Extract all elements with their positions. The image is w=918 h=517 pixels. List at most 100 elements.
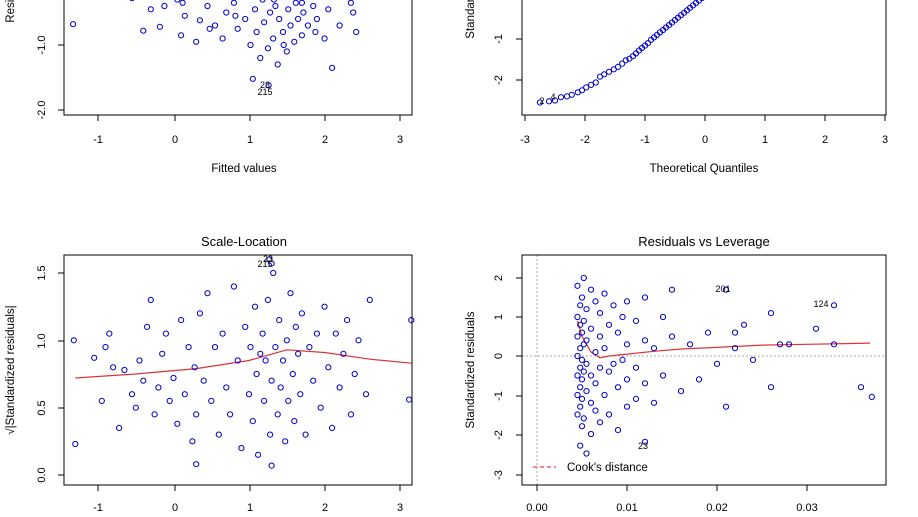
data-point [722,286,730,293]
y-tick-label: -3 [493,470,505,480]
data-point [614,63,622,71]
x-tick-label: -1 [640,134,650,146]
data-point [545,98,553,105]
plot-title: Scale-Location [201,234,287,249]
data-point [140,27,147,34]
data-point [196,17,203,24]
data-point [749,356,757,363]
data-point [298,0,305,6]
data-point [601,391,608,399]
data-point [659,372,667,379]
data-point [268,462,275,469]
data-point [70,337,77,344]
data-point [132,404,139,411]
data-point [568,91,575,98]
data-point [577,321,584,328]
data-point [574,282,581,289]
data-point [162,330,169,337]
data-point [578,423,586,430]
x-axis-label: Theoretical Quantiles [650,163,759,175]
data-point [279,28,287,36]
data-point [592,407,599,414]
data-point [282,438,289,445]
data-point [136,357,143,364]
data-point [659,313,667,321]
data-point [596,364,604,371]
x-tick-label: 0.00 [526,502,547,514]
data-point [249,75,256,82]
data-point [166,397,173,404]
x-tick-label: 1 [762,134,768,146]
data-point [776,341,784,348]
data-point [605,68,613,75]
data-point [204,290,211,297]
x-tick-label: 3 [397,502,403,514]
data-point [185,344,192,351]
y-tick-label: -2 [493,430,505,440]
data-point [181,12,188,19]
data-point [264,45,271,52]
data-point [536,99,544,106]
data-point [704,329,712,336]
plot-frame [63,254,413,486]
data-point [347,411,354,418]
x-tick-label: 0 [172,502,178,514]
data-point [596,333,604,340]
data-point [283,337,290,344]
data-point [362,391,370,398]
plot-frame [63,0,413,116]
y-tick-label: -2 [493,75,505,85]
data-point [178,317,185,324]
x-tick-label: 3 [397,134,403,146]
data-point [116,424,123,431]
data-point [156,23,163,30]
data-point [287,22,294,29]
data-point [257,54,264,62]
data-point [641,438,649,445]
data-point [283,48,290,55]
data-point [587,286,595,293]
plot-panel-3: Scale-Location-1 0 1 2 30.00.51.01.5√|Standa… [4,234,415,514]
data-point [128,391,136,398]
data-point [191,364,198,371]
data-point [366,296,373,303]
data-point [292,0,299,6]
data-point [277,384,284,391]
data-point [181,391,188,398]
data-point [178,32,185,39]
plot-frame [521,254,887,486]
data-point [650,399,658,406]
plot-panel-4: Residuals vs Leverage 0.00 0.01 0.02 0.03 -3 -… [465,234,887,514]
point-label: 124 [813,299,828,309]
data-point [144,323,151,330]
y-tick-label: 0 [493,353,505,359]
data-point [632,364,640,371]
data-point [219,35,226,42]
data-point [267,9,274,16]
data-point [587,325,595,332]
data-point [251,303,259,310]
data-point [295,15,302,23]
x-tick-label: 0.01 [616,502,637,514]
data-point [408,317,415,324]
data-point [592,79,599,86]
data-point [641,337,649,344]
data-point [193,461,200,468]
data-point [300,9,307,16]
y-tick-label: 1 [493,314,505,320]
data-point [722,403,730,410]
x-tick-label: 1 [247,502,253,514]
data-point [91,354,98,361]
data-point [140,377,147,384]
data-point [614,427,622,434]
data-point [302,431,309,438]
data-point [285,6,292,13]
data-point [557,94,565,101]
data-point [731,329,739,336]
x-tick-label: 0.03 [796,502,817,514]
data-point [179,0,186,6]
smoothed-trend-line [75,349,412,379]
y-tick-label: 1.5 [36,265,48,280]
y-tick-label: 2 [493,275,505,281]
point-label: 201 [715,284,730,294]
